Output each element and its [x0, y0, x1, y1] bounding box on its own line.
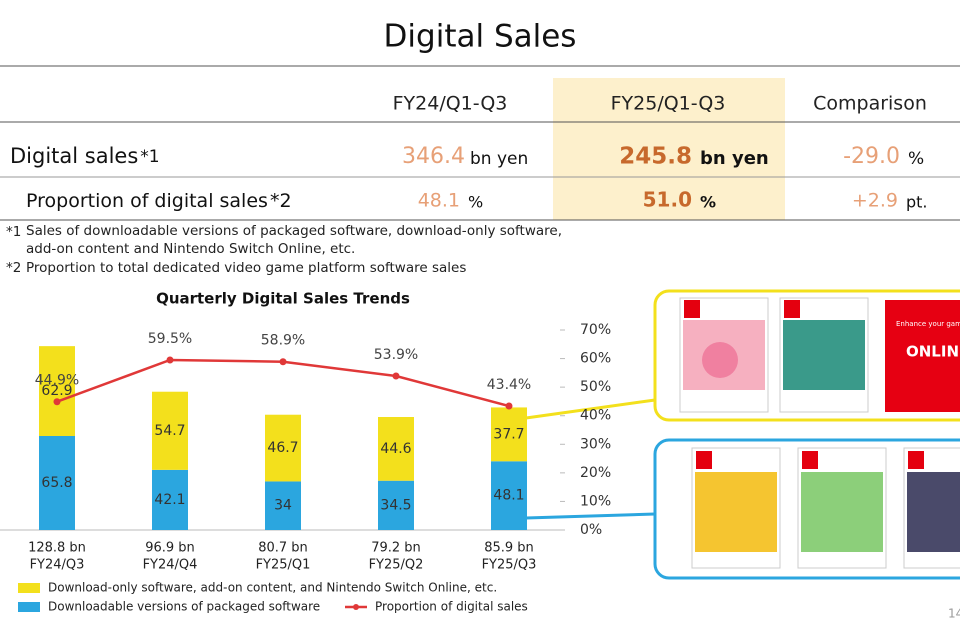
- line-series: [56, 358, 510, 408]
- row-note: *1: [140, 147, 159, 167]
- line-point: [279, 358, 287, 366]
- cell-value: -29.0: [843, 144, 900, 169]
- cell-value: 48.1: [418, 190, 460, 212]
- row-label-text: Digital sales: [10, 144, 138, 168]
- product-card: [903, 447, 960, 569]
- line-point: [505, 402, 513, 410]
- highlight-column: [553, 78, 785, 220]
- segment-label: 62.9: [41, 383, 72, 399]
- y2-tick-label: 50%: [580, 379, 611, 395]
- segment-label: 42.1: [154, 492, 185, 508]
- total-label: 80.7 bn: [258, 541, 308, 556]
- bar-segment: [378, 480, 414, 530]
- x-tick-label: FY24/Q4: [143, 558, 198, 573]
- total-label: 79.2 bn: [371, 541, 421, 556]
- page-number: 14: [948, 607, 960, 621]
- cell-unit: %: [700, 193, 716, 212]
- total-label: 85.9 bn: [484, 541, 534, 556]
- cell-unit: %: [908, 149, 924, 169]
- legend-label: Downloadable versions of packaged softwa…: [48, 600, 320, 614]
- footnote-mark: *1: [6, 224, 21, 240]
- bar-segment: [152, 469, 188, 530]
- segment-label: 34: [274, 498, 292, 514]
- legend-swatch: [18, 583, 40, 593]
- line-point: [53, 398, 61, 406]
- x-tick-label: FY25/Q2: [369, 558, 424, 573]
- x-tick-label: FY25/Q1: [256, 558, 311, 573]
- cell-unit: bn yen: [700, 148, 769, 169]
- bar-segment: [265, 414, 301, 482]
- point-label: 59.5%: [148, 331, 192, 347]
- callout-box: [653, 438, 960, 580]
- callout-line: [525, 512, 656, 520]
- y2-tick-label: 10%: [580, 493, 611, 509]
- product-card: Enhance your gaming ex ONLINE: [885, 300, 960, 412]
- point-label: 58.9%: [261, 333, 305, 349]
- product-card: [679, 297, 769, 413]
- segment-label: 54.7: [154, 423, 185, 439]
- footnote-text: Sales of downloadable versions of packag…: [26, 223, 562, 257]
- row-label: Proportion of digital sales *2: [26, 190, 292, 212]
- cell-unit: pt.: [906, 193, 928, 212]
- cell-unit: bn yen: [470, 149, 528, 169]
- card-text: Enhance your gaming ex: [896, 320, 960, 328]
- point-label: 53.9%: [374, 347, 418, 363]
- y2-tick-label: 0%: [580, 522, 602, 538]
- y2-tick-label: 20%: [580, 465, 611, 481]
- legend-marker: [353, 604, 359, 610]
- footnote-mark: *2: [6, 260, 21, 276]
- card-logo: ONLINE: [906, 343, 960, 361]
- cell-value: 245.8: [619, 144, 692, 170]
- y2-tick-label: 70%: [580, 322, 611, 338]
- line-point: [166, 356, 174, 364]
- segment-label: 65.8: [41, 475, 72, 491]
- segment-label: 37.7: [493, 426, 524, 442]
- segment-label: 46.7: [267, 440, 298, 456]
- slide-title: Digital Sales: [384, 19, 577, 55]
- row-label: Digital sales *1: [10, 144, 160, 168]
- legend-label: Proportion of digital sales: [375, 600, 528, 614]
- bar-segment: [152, 391, 188, 470]
- row-note: *2: [270, 190, 292, 212]
- segment-label: 34.5: [380, 497, 411, 513]
- table-header: FY25/Q1-Q3: [611, 93, 726, 115]
- x-tick-label: FY24/Q3: [30, 558, 85, 573]
- product-card: [797, 447, 887, 569]
- legend-label: Download-only software, add-on content, …: [48, 581, 497, 595]
- bar-segment: [378, 417, 414, 481]
- total-label: 128.8 bn: [28, 541, 86, 556]
- bar-segment: [265, 481, 301, 530]
- y2-tick-label: 30%: [580, 436, 611, 452]
- cell-value: 51.0: [643, 188, 692, 212]
- y2-tick-label: 40%: [580, 408, 611, 424]
- point-label: 44.9%: [35, 373, 79, 389]
- legend-swatch: [18, 602, 40, 612]
- callout-line: [525, 398, 656, 420]
- segment-label: 44.6: [380, 441, 411, 457]
- point-label: 43.4%: [487, 377, 531, 393]
- row-label-text: Proportion of digital sales: [26, 190, 268, 212]
- bar-segment: [39, 436, 75, 530]
- bar-segment: [491, 461, 527, 530]
- product-card: [779, 297, 869, 413]
- segment-label: 48.1: [493, 488, 524, 504]
- footnote-box: Sales of downloadable versions of packag…: [26, 223, 562, 257]
- bar-segment: [491, 407, 527, 462]
- bar-segment: [39, 346, 75, 436]
- cell-unit: %: [468, 193, 483, 212]
- total-label: 96.9 bn: [145, 541, 195, 556]
- table-header: FY24/Q1-Q3: [393, 93, 508, 115]
- y2-tick-label: 60%: [580, 351, 611, 367]
- cell-value: +2.9: [852, 190, 898, 212]
- footnote-text: Proportion to total dedicated video game…: [26, 260, 466, 276]
- cell-value: 346.4: [402, 144, 465, 169]
- callout-box: [653, 289, 960, 422]
- table-header: Comparison: [813, 93, 927, 115]
- product-card: [691, 447, 781, 569]
- x-tick-label: FY25/Q3: [482, 558, 537, 573]
- line-point: [392, 372, 400, 380]
- chart-title: Quarterly Digital Sales Trends: [156, 290, 410, 308]
